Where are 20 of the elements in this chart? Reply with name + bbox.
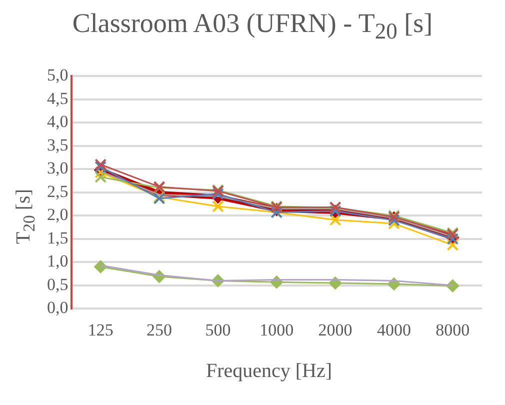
y-tick-label: 0,5 [47, 274, 68, 294]
y-tick-label: 2,0 [47, 205, 68, 224]
y-tick-label: 1,0 [47, 252, 68, 271]
y-tick-label: 1,5 [47, 228, 68, 248]
x-tick-label: 1000 [260, 320, 294, 340]
y-tick-label: 4,5 [47, 88, 68, 108]
y-tick-label: 3,0 [47, 158, 68, 178]
y-tick-label: 0,0 [47, 298, 68, 318]
y-tick-label: 3,5 [47, 135, 68, 154]
x-tick-label: 4000 [376, 320, 411, 340]
y-tick-label: 2,5 [47, 182, 68, 201]
x-axis-title: Frequency [Hz] [204, 360, 334, 383]
chart-title: Classroom A03 (UFRN) - T$_{20}$ [s] [71, 8, 434, 44]
y-tick-label: 4,0 [47, 112, 68, 132]
x-tick-label: 125 [88, 320, 114, 340]
x-tick-label: 2000 [318, 320, 352, 340]
y-tick-label: 5,0 [47, 66, 68, 85]
x-tick-label: 500 [205, 320, 231, 340]
x-tick-label: 250 [146, 320, 172, 340]
x-tick-label: 8000 [436, 320, 470, 340]
